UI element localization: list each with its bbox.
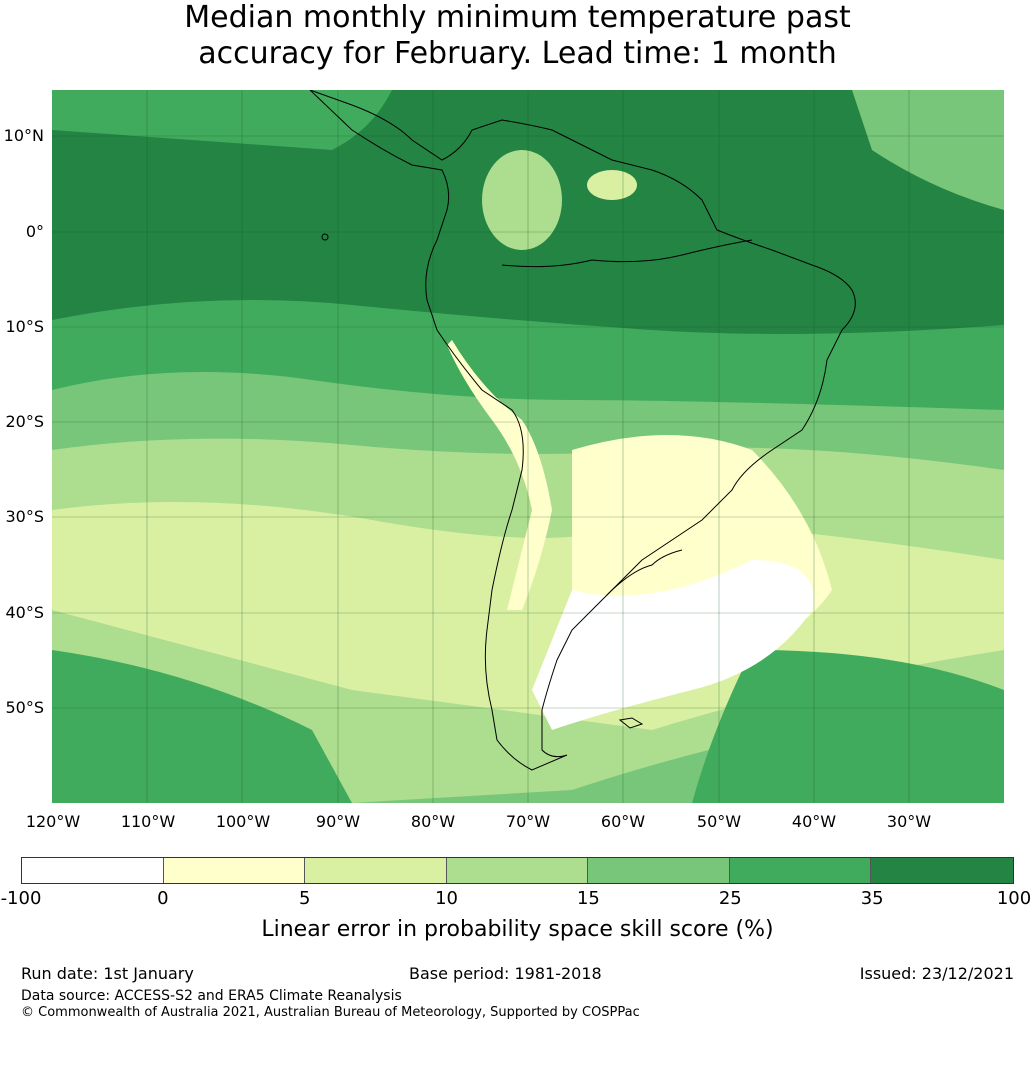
skill-score-map (52, 90, 1004, 803)
colorbar-tick-label: 25 (718, 888, 742, 909)
colorbar-segment (22, 858, 164, 883)
colorbar-segment (871, 858, 1014, 883)
band-north-pacific (52, 90, 392, 150)
venezuela-patch (587, 170, 637, 200)
lon-label-40w: 40°W (791, 812, 837, 831)
lon-label-70w: 70°W (505, 812, 551, 831)
lon-label-110w: 110°W (120, 812, 176, 831)
map-title: Median monthly minimum temperature past … (0, 0, 1035, 72)
galapagos-islands (321, 233, 329, 241)
graticule (52, 90, 1004, 803)
colorbar-tick-label: -100 (0, 888, 42, 909)
colorbar-segment (305, 858, 447, 883)
band-sw (52, 650, 352, 803)
issued-date: Issued: 23/12/2021 (859, 964, 1014, 983)
copyright: © Commonwealth of Australia 2021, Austra… (21, 1005, 640, 1020)
lon-label-80w: 80°W (410, 812, 456, 831)
lon-label-90w: 90°W (315, 812, 361, 831)
colorbar-segment (729, 858, 872, 883)
lat-label-10n: 10°N (3, 126, 44, 145)
band-se (692, 650, 1004, 803)
andes-north-patch (482, 150, 562, 250)
colorbar-tick-label: 35 (860, 888, 884, 909)
map-canvas (52, 90, 1004, 803)
falkland-islands (618, 717, 644, 729)
lat-label-10s: 10°S (5, 317, 44, 336)
colorbar-label: Linear error in probability space skill … (261, 917, 774, 942)
title-line-2: accuracy for February. Lead time: 1 mont… (198, 36, 837, 71)
lat-label-30s: 30°S (5, 507, 44, 526)
base-period: Base period: 1981-2018 (409, 964, 602, 983)
colorbar-segment (163, 858, 306, 883)
data-source: Data source: ACCESS-S2 and ERA5 Climate … (21, 988, 402, 1004)
lon-label-100w: 100°W (215, 812, 271, 831)
lat-label-40s: 40°S (5, 603, 44, 622)
colorbar-tick-label: 15 (576, 888, 600, 909)
lon-label-60w: 60°W (600, 812, 646, 831)
colorbar-segment (588, 858, 730, 883)
lon-label-30w: 30°W (886, 812, 932, 831)
colorbar (21, 857, 1014, 884)
lat-label-20s: 20°S (5, 412, 44, 431)
run-date: Run date: 1st January (21, 964, 194, 983)
white-region (532, 560, 814, 730)
amazon-river (501, 239, 753, 268)
band-north-atlantic (852, 90, 1004, 210)
colorbar-tick-label: 10 (435, 888, 459, 909)
colorbar-tick-label: 100 (996, 888, 1032, 909)
lat-label-50s: 50°S (5, 698, 44, 717)
colorbar-segment (446, 858, 589, 883)
lon-label-120w: 120°W (25, 812, 81, 831)
colorbar-tick-label: 5 (298, 888, 311, 909)
andes-strip (447, 340, 552, 610)
title-line-1: Median monthly minimum temperature past (184, 0, 851, 35)
colorbar-tick-label: 0 (157, 888, 169, 909)
rio-de-la-plata (606, 549, 683, 596)
lon-label-50w: 50°W (696, 812, 742, 831)
lat-label-0: 0° (25, 222, 44, 241)
